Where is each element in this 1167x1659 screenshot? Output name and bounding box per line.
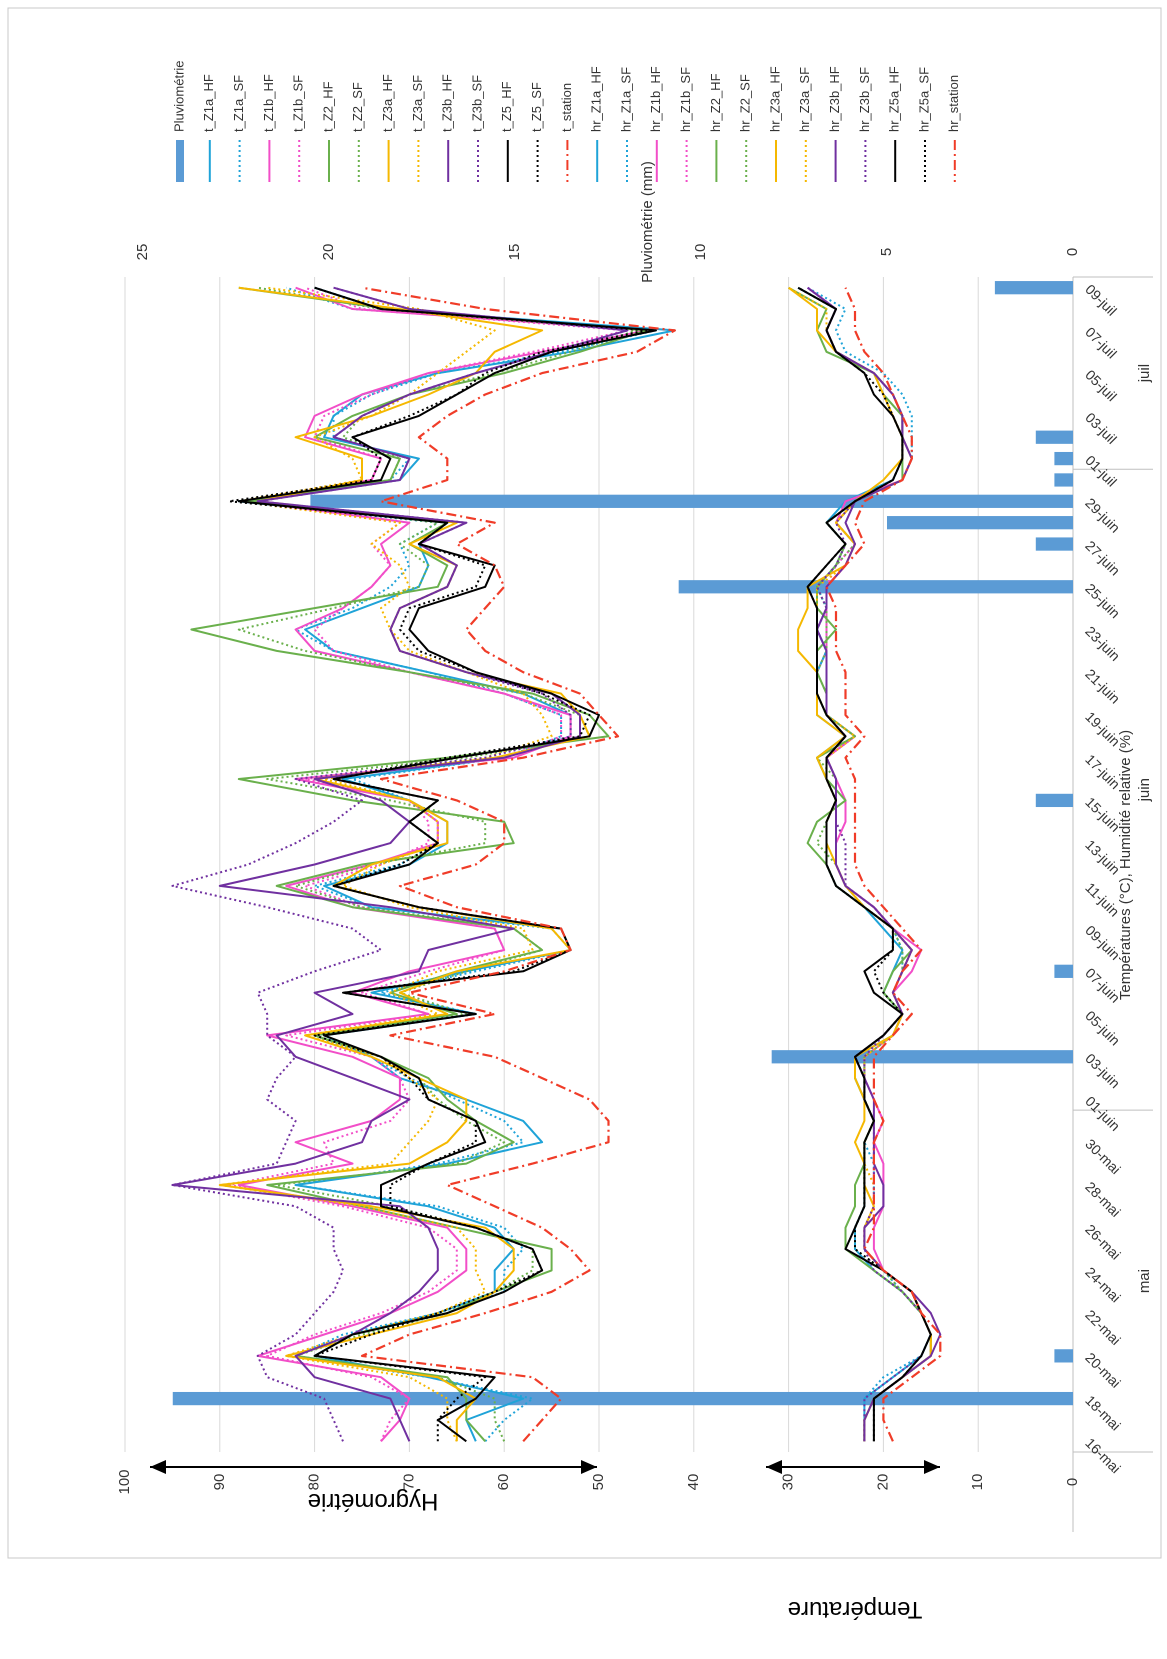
rain-bar bbox=[1035, 793, 1073, 808]
right-axis-tick-label: 5 bbox=[878, 248, 895, 256]
right-axis-tick-label: 20 bbox=[320, 244, 337, 261]
legend-label-Pluviométrie: Pluviométrie bbox=[171, 60, 186, 132]
rain-bar bbox=[1054, 451, 1073, 466]
left-axis-tick-label: 100 bbox=[116, 1469, 133, 1494]
legend-label-t_Z2_HF: t_Z2_HF bbox=[320, 81, 335, 132]
series-line-hr_station bbox=[360, 286, 676, 1443]
series-line-t_Z5_HF bbox=[797, 286, 932, 1442]
legend-label-hr_Z1a_HF: hr_Z1a_HF bbox=[589, 66, 604, 132]
rain-bar bbox=[1054, 964, 1073, 978]
rain-bar bbox=[1035, 430, 1073, 444]
rain-bar bbox=[172, 1391, 1073, 1406]
rain-bar bbox=[771, 1050, 1073, 1064]
left-axis-tick-label: 10 bbox=[969, 1474, 986, 1491]
legend-label-t_Z5_HF: t_Z5_HF bbox=[499, 81, 514, 132]
month-label: juil bbox=[1136, 364, 1153, 383]
legend-label-hr_station: hr_station bbox=[946, 75, 961, 132]
month-label: juin bbox=[1136, 778, 1153, 802]
rain-bar bbox=[310, 494, 1073, 508]
legend-label-t_Z1b_SF: t_Z1b_SF bbox=[291, 75, 306, 132]
chart-frame bbox=[7, 7, 1162, 1559]
right-axis-tick-label: 25 bbox=[134, 244, 151, 261]
legend-label-hr_Z5a_SF: hr_Z5a_SF bbox=[916, 67, 931, 132]
left-axis-tick-label: 40 bbox=[685, 1474, 702, 1491]
legend-label-hr_Z1b_HF: hr_Z1b_HF bbox=[648, 66, 663, 132]
left-axis-tick-label: 70 bbox=[400, 1474, 417, 1491]
left-axis-tick-label: 30 bbox=[780, 1474, 797, 1491]
legend-swatch-Pluviométrie bbox=[176, 140, 184, 182]
month-label: mai bbox=[1136, 1269, 1153, 1293]
series-line-t_station bbox=[825, 287, 942, 1442]
legend-label-t_Z3b_HF: t_Z3b_HF bbox=[440, 74, 455, 132]
temperature-arrow-right-head bbox=[924, 1460, 940, 1474]
legend-label-hr_Z5a_HF: hr_Z5a_HF bbox=[887, 66, 902, 132]
legend-label-hr_Z3a_HF: hr_Z3a_HF bbox=[767, 66, 782, 132]
legend-label-t_Z1a_HF: t_Z1a_HF bbox=[201, 74, 216, 132]
legend-label-t_Z3a_SF: t_Z3a_SF bbox=[410, 75, 425, 132]
left-axis-tick-label: 80 bbox=[306, 1474, 323, 1491]
series-line-hr_Z5a_HF bbox=[237, 286, 657, 1443]
legend-label-hr_Z3a_SF: hr_Z3a_SF bbox=[797, 67, 812, 132]
temperature-arrow-left-head bbox=[766, 1460, 782, 1474]
legend-label-t_Z5_SF: t_Z5_SF bbox=[529, 82, 544, 132]
right-axis-tick-label: 15 bbox=[506, 244, 523, 261]
legend-label-hr_Z3b_HF: hr_Z3b_HF bbox=[827, 66, 842, 132]
left-axis-title: Températures (°C), Humidité relative (%) bbox=[1117, 730, 1134, 1000]
hygrometrie-label: Hygrométrie bbox=[308, 1488, 439, 1515]
rain-bar bbox=[887, 516, 1073, 530]
plot-area bbox=[124, 276, 1153, 1532]
legend-label-hr_Z1b_SF: hr_Z1b_SF bbox=[678, 67, 693, 132]
series-line-hr_Z5a_SF bbox=[228, 286, 648, 1442]
left-axis-tick-label: 90 bbox=[211, 1474, 228, 1491]
legend-label-hr_Z3b_SF: hr_Z3b_SF bbox=[857, 67, 872, 132]
series-line-hr_Z3b_SF bbox=[171, 286, 629, 1442]
right-axis-tick-label: 10 bbox=[692, 244, 709, 261]
legend: Pluviométrie t_Z1a_HF t_Z1a_SF t_Z1b_HF t_Z1… bbox=[171, 60, 961, 182]
right-axis-title: Pluviométrie (mm) bbox=[639, 161, 656, 283]
rain-bar bbox=[994, 281, 1073, 295]
legend-label-t_Z1b_HF: t_Z1b_HF bbox=[261, 74, 276, 132]
left-axis-tick-label: 0 bbox=[1064, 1478, 1081, 1486]
legend-label-t_Z3a_HF: t_Z3a_HF bbox=[380, 74, 395, 132]
legend-label-t_station: t_station bbox=[559, 83, 574, 132]
rain-bar bbox=[678, 580, 1073, 594]
hygrometrie-arrow-left-head bbox=[150, 1460, 166, 1474]
legend-label-t_Z1a_SF: t_Z1a_SF bbox=[231, 75, 246, 132]
right-axis-tick-label: 0 bbox=[1064, 248, 1081, 256]
rain-bar bbox=[1054, 473, 1073, 487]
series-line-hr_Z3a_HF bbox=[218, 286, 591, 1442]
legend-label-hr_Z2_HF: hr_Z2_HF bbox=[708, 73, 723, 132]
legend-label-hr_Z1a_SF: hr_Z1a_SF bbox=[618, 67, 633, 132]
hygrometrie-arrow-right-head bbox=[581, 1460, 597, 1474]
legend-label-t_Z2_SF: t_Z2_SF bbox=[350, 82, 365, 132]
rain-bar bbox=[1054, 1349, 1073, 1363]
temperature-label: Température bbox=[788, 1596, 923, 1623]
series-line-hr_Z1b_SF bbox=[228, 286, 629, 1442]
rain-bar bbox=[1035, 537, 1073, 551]
left-axis-tick-label: 60 bbox=[495, 1474, 512, 1491]
side-annotations: Hygrométrie Température bbox=[150, 1460, 940, 1623]
left-axis-tick-label: 20 bbox=[874, 1474, 891, 1491]
legend-label-t_Z3b_SF: t_Z3b_SF bbox=[469, 75, 484, 132]
legend-label-hr_Z2_SF: hr_Z2_SF bbox=[738, 74, 753, 132]
left-axis-tick-label: 50 bbox=[590, 1474, 607, 1491]
